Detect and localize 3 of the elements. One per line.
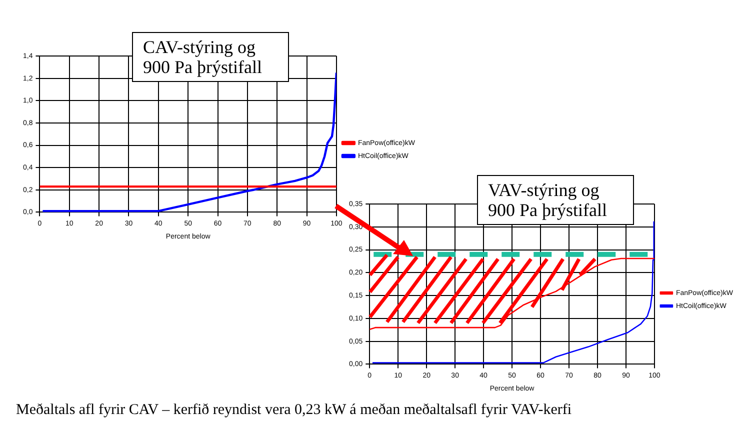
text: Meðaltals afl fyrir CAV – kerfið reyndist vera 0,23 kW á meðan meðaltalsafl fyrir VAV-kerfi	[16, 402, 573, 419]
annotation: CAV-stýring og 900 Pa þrýstifall	[132, 32, 289, 82]
annotation: VAV-stýring og 900 Pa þrýstifall	[477, 175, 634, 226]
